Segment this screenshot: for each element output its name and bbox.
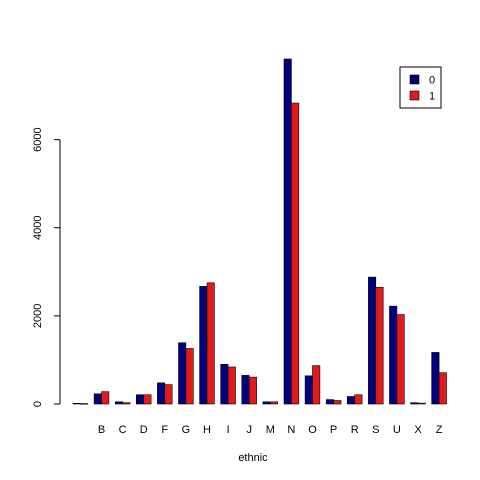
bar-F-series-0 bbox=[157, 382, 166, 405]
bar-blank-series-0 bbox=[72, 403, 81, 405]
bar-D-series-1 bbox=[143, 394, 152, 405]
bar-blank-series-1 bbox=[80, 403, 89, 405]
x-tick-label: G bbox=[182, 424, 191, 436]
x-tick-label: J bbox=[246, 424, 252, 436]
y-tick-label: 0 bbox=[32, 401, 44, 407]
bar-P-series-1 bbox=[333, 400, 342, 405]
bar-C-series-1 bbox=[122, 402, 131, 405]
bar-U-series-0 bbox=[389, 305, 398, 405]
bar-G-series-0 bbox=[178, 342, 187, 405]
x-tick-label: R bbox=[351, 424, 359, 436]
bar-P-series-0 bbox=[325, 399, 334, 405]
bar-S-series-1 bbox=[375, 286, 384, 405]
bar-R-series-0 bbox=[346, 396, 355, 405]
legend-box bbox=[399, 66, 442, 109]
y-tick-label: 4000 bbox=[32, 216, 44, 240]
x-tick-label: F bbox=[161, 424, 168, 436]
bar-O-series-0 bbox=[304, 375, 313, 405]
bar-D-series-0 bbox=[136, 394, 145, 405]
y-tick-label: 2000 bbox=[32, 304, 44, 328]
x-tick-label: B bbox=[98, 424, 105, 436]
x-tick-label: U bbox=[393, 424, 401, 436]
x-tick-label: I bbox=[227, 424, 230, 436]
bar-S-series-0 bbox=[368, 276, 377, 405]
bar-Z-series-1 bbox=[438, 372, 447, 405]
legend: 01 bbox=[399, 66, 442, 109]
bar-I-series-1 bbox=[227, 366, 236, 405]
bar-U-series-1 bbox=[396, 314, 405, 405]
x-tick-label: D bbox=[140, 424, 148, 436]
bar-N-series-1 bbox=[291, 102, 300, 405]
legend-swatch-0 bbox=[409, 74, 420, 85]
x-tick-label: N bbox=[287, 424, 295, 436]
x-tick-label: Z bbox=[436, 424, 443, 436]
x-tick-label: X bbox=[414, 424, 422, 436]
x-tick-label: H bbox=[203, 424, 211, 436]
bar-J-series-1 bbox=[248, 376, 257, 405]
legend-label-0: 0 bbox=[429, 75, 435, 87]
bar-I-series-0 bbox=[220, 364, 229, 405]
bar-H-series-1 bbox=[206, 282, 215, 405]
bar-Z-series-0 bbox=[431, 352, 440, 405]
y-tick-label: 6000 bbox=[32, 127, 44, 151]
y-axis: 0 2000 4000 6000 bbox=[32, 127, 61, 407]
bar-R-series-1 bbox=[354, 394, 363, 405]
bar-N-series-0 bbox=[283, 58, 292, 405]
bar-J-series-0 bbox=[241, 375, 250, 405]
x-tick-label: C bbox=[119, 424, 127, 436]
legend-swatch-1 bbox=[409, 90, 420, 101]
bars-group bbox=[72, 58, 447, 405]
bar-X-series-1 bbox=[417, 402, 426, 405]
bar-M-series-0 bbox=[262, 401, 271, 405]
x-tick-label: O bbox=[308, 424, 317, 436]
x-tick-label: S bbox=[372, 424, 379, 436]
legend-label-1: 1 bbox=[429, 91, 435, 103]
bar-H-series-0 bbox=[199, 286, 208, 405]
x-axis-title: ethnic bbox=[238, 452, 268, 464]
bar-C-series-0 bbox=[114, 401, 123, 405]
bar-X-series-0 bbox=[410, 402, 419, 405]
bar-M-series-1 bbox=[269, 401, 278, 405]
x-tick-label: M bbox=[266, 424, 275, 436]
bar-G-series-1 bbox=[185, 348, 194, 405]
bar-B-series-0 bbox=[93, 393, 102, 405]
x-tick-label: P bbox=[330, 424, 337, 436]
bar-B-series-1 bbox=[101, 391, 110, 405]
bar-O-series-1 bbox=[312, 365, 321, 405]
bar-F-series-1 bbox=[164, 384, 173, 405]
